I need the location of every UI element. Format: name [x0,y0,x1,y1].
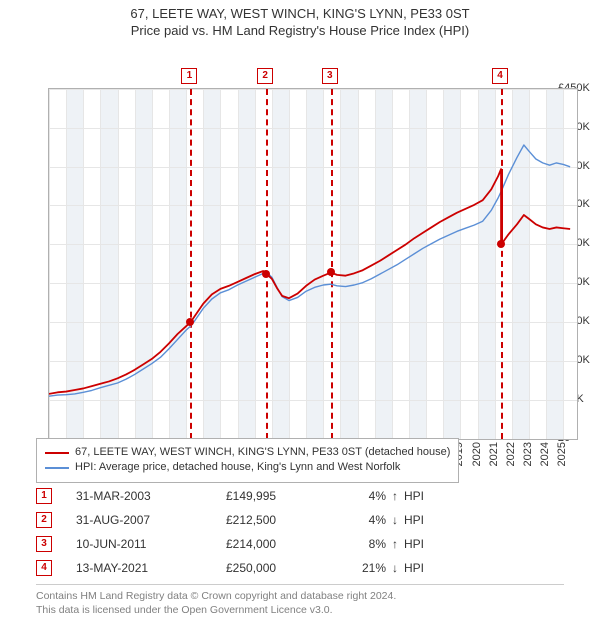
event-hpi-tag: HPI [404,490,424,502]
event-price: £212,500 [226,514,336,526]
legend-label: HPI: Average price, detached house, King… [75,460,400,475]
legend-swatch [45,452,69,454]
series-price_paid [49,169,570,394]
legend-row: HPI: Average price, detached house, King… [45,460,450,475]
event-pct: 21% [336,562,386,574]
x-tick-label: 2024 [539,442,551,466]
event-marker: 1 [181,68,197,84]
event-date: 10-JUN-2011 [76,538,226,550]
arrow-up-icon: ↑ [386,538,404,550]
event-date: 31-MAR-2003 [76,490,226,502]
event-hpi-tag: HPI [404,514,424,526]
event-date: 13-MAY-2021 [76,562,226,574]
title-line-1: 67, LEETE WAY, WEST WINCH, KING'S LYNN, … [0,6,600,23]
event-marker: 3 [322,68,338,84]
event-pct: 8% [336,538,386,550]
footer: Contains HM Land Registry data © Crown c… [36,584,564,617]
sale-dot [186,318,194,326]
titles: 67, LEETE WAY, WEST WINCH, KING'S LYNN, … [0,0,600,40]
legend-label: 67, LEETE WAY, WEST WINCH, KING'S LYNN, … [75,445,450,460]
event-row: 4 13-MAY-2021£250,00021%↓HPI [36,560,424,576]
plot-area [48,88,578,440]
footer-line-1: Contains HM Land Registry data © Crown c… [36,589,564,603]
event-marker: 4 [492,68,508,84]
event-row: 2 31-AUG-2007£212,5004%↓HPI [36,512,424,528]
event-number: 3 [36,536,52,552]
title-line-2: Price paid vs. HM Land Registry's House … [0,23,600,40]
arrow-down-icon: ↓ [386,562,404,574]
event-number: 2 [36,512,52,528]
event-number: 4 [36,560,52,576]
events-table: 131-MAR-2003£149,9954%↑HPI231-AUG-2007£2… [36,488,424,584]
x-tick-label: 2020 [471,442,483,466]
legend-swatch [45,467,69,469]
arrow-up-icon: ↑ [386,490,404,502]
event-row: 1 31-MAR-2003£149,9954%↑HPI [36,488,424,504]
legend: 67, LEETE WAY, WEST WINCH, KING'S LYNN, … [36,438,459,483]
event-hpi-tag: HPI [404,562,424,574]
event-number: 1 [36,488,52,504]
x-tick-label: 2025 [556,442,568,466]
x-tick-label: 2021 [488,442,500,466]
event-price: £214,000 [226,538,336,550]
event-pct: 4% [336,490,386,502]
event-marker: 2 [257,68,273,84]
event-row: 3 10-JUN-2011£214,0008%↑HPI [36,536,424,552]
chart-container: 67, LEETE WAY, WEST WINCH, KING'S LYNN, … [0,0,600,620]
event-price: £149,995 [226,490,336,502]
drop-line [501,169,503,244]
event-hpi-tag: HPI [404,538,424,550]
event-price: £250,000 [226,562,336,574]
x-tick-label: 2023 [522,442,534,466]
legend-row: 67, LEETE WAY, WEST WINCH, KING'S LYNN, … [45,445,450,460]
sale-dot [262,270,270,278]
footer-line-2: This data is licensed under the Open Gov… [36,603,564,617]
x-tick-label: 2022 [505,442,517,466]
event-date: 31-AUG-2007 [76,514,226,526]
sale-dot [327,268,335,276]
line-series [49,89,577,439]
arrow-down-icon: ↓ [386,514,404,526]
event-pct: 4% [336,514,386,526]
series-hpi [49,145,570,396]
